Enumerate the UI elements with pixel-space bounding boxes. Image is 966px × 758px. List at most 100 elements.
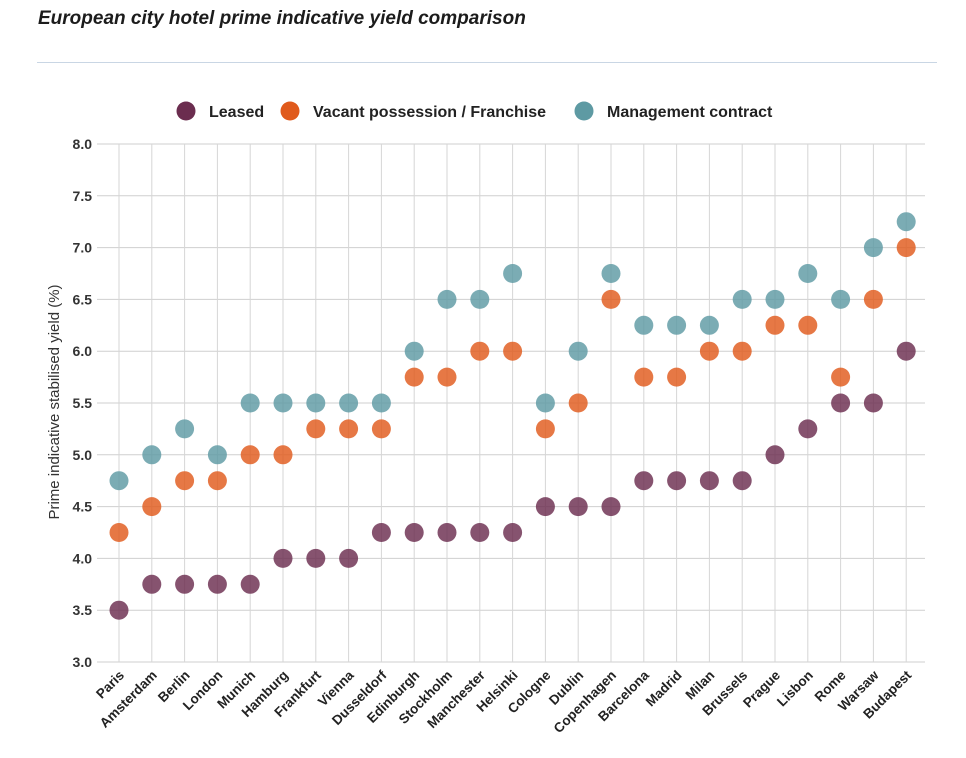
point-management-contract xyxy=(207,445,227,465)
point-leased xyxy=(831,393,851,413)
point-management-contract xyxy=(339,393,359,413)
point-leased xyxy=(470,523,490,542)
legend-marker xyxy=(176,101,196,121)
y-tick-label: 3.0 xyxy=(73,654,93,670)
point-management-contract xyxy=(699,315,719,335)
legend-label: Vacant possession / Franchise xyxy=(313,104,546,121)
point-management-contract xyxy=(175,419,195,439)
y-tick-label: 6.5 xyxy=(73,291,93,307)
legend: Leased Vacant possession / Franchise Manag… xyxy=(176,101,773,121)
y-tick-label: 4.5 xyxy=(73,499,93,515)
point-vacant-possession-franchise xyxy=(732,341,752,361)
point-vacant-possession-franchise xyxy=(240,445,260,465)
point-management-contract xyxy=(109,471,129,491)
data-points xyxy=(109,212,916,620)
y-tick-label: 5.5 xyxy=(73,395,93,411)
point-vacant-possession-franchise xyxy=(404,367,424,387)
point-management-contract xyxy=(503,264,523,283)
point-leased xyxy=(798,419,818,439)
point-management-contract xyxy=(371,393,391,413)
y-tick-label: 5.0 xyxy=(73,447,93,463)
point-vacant-possession-franchise xyxy=(535,419,555,439)
point-leased xyxy=(732,471,752,491)
y-tick-label: 4.0 xyxy=(73,550,93,566)
point-vacant-possession-franchise xyxy=(667,367,687,387)
point-vacant-possession-franchise xyxy=(109,523,129,542)
point-leased xyxy=(863,393,883,413)
point-management-contract xyxy=(470,289,490,309)
point-leased xyxy=(634,471,654,491)
point-leased xyxy=(142,574,162,594)
point-management-contract xyxy=(240,393,260,413)
point-vacant-possession-franchise xyxy=(470,341,490,361)
point-management-contract xyxy=(273,393,293,413)
point-vacant-possession-franchise xyxy=(175,471,195,491)
chart-title: European city hotel prime indicative yie… xyxy=(38,8,526,29)
y-tick-label: 7.5 xyxy=(73,188,93,204)
x-tick-label: Prague xyxy=(740,667,783,710)
y-axis-ticks: 3.0 3.5 4.0 4.5 5.0 5.5 6.0 6.5 7.0 7.5 8.0 xyxy=(73,136,93,670)
legend-marker xyxy=(574,101,594,121)
point-vacant-possession-franchise xyxy=(207,471,227,491)
point-leased xyxy=(109,600,129,620)
point-leased xyxy=(404,523,424,542)
point-leased xyxy=(371,523,391,542)
point-management-contract xyxy=(667,315,687,335)
x-tick-label: Madrid xyxy=(643,668,685,710)
point-management-contract xyxy=(535,393,555,413)
point-vacant-possession-franchise xyxy=(798,315,818,335)
point-leased xyxy=(503,523,523,542)
point-vacant-possession-franchise xyxy=(142,497,162,517)
title-divider xyxy=(37,62,937,63)
point-management-contract xyxy=(831,289,851,309)
point-leased xyxy=(601,497,621,517)
legend-label: Management contract xyxy=(607,104,773,121)
y-tick-label: 8.0 xyxy=(73,136,93,152)
point-leased xyxy=(339,548,359,568)
point-leased xyxy=(437,523,457,542)
point-management-contract xyxy=(634,315,654,335)
point-leased xyxy=(240,574,260,594)
point-leased xyxy=(535,497,555,517)
point-vacant-possession-franchise xyxy=(699,341,719,361)
point-management-contract xyxy=(765,289,785,309)
point-vacant-possession-franchise xyxy=(765,315,785,335)
point-leased xyxy=(306,548,326,568)
point-leased xyxy=(896,341,916,361)
legend-label: Leased xyxy=(209,104,264,121)
point-vacant-possession-franchise xyxy=(306,419,326,439)
point-leased xyxy=(568,497,588,517)
point-vacant-possession-franchise xyxy=(568,393,588,413)
point-vacant-possession-franchise xyxy=(831,367,851,387)
point-leased xyxy=(765,445,785,465)
x-axis-ticks: ParisAmsterdamBerlinLondonMunichHamburgF… xyxy=(93,667,915,736)
y-tick-label: 6.0 xyxy=(73,343,93,359)
point-vacant-possession-franchise xyxy=(503,341,523,361)
point-leased xyxy=(699,471,719,491)
point-vacant-possession-franchise xyxy=(437,367,457,387)
y-axis-label: Prime indicative stabilised yield (%) xyxy=(46,284,63,519)
y-tick-label: 7.0 xyxy=(73,240,93,256)
point-vacant-possession-franchise xyxy=(601,289,621,309)
point-management-contract xyxy=(306,393,326,413)
point-management-contract xyxy=(863,238,883,258)
point-management-contract xyxy=(896,212,916,232)
legend-marker xyxy=(280,101,300,121)
grid-lines xyxy=(97,143,925,663)
point-management-contract xyxy=(142,445,162,465)
point-vacant-possession-franchise xyxy=(896,238,916,258)
point-vacant-possession-franchise xyxy=(634,367,654,387)
point-management-contract xyxy=(568,341,588,361)
x-tick-label: Lisbon xyxy=(774,668,816,710)
point-management-contract xyxy=(437,289,457,309)
point-management-contract xyxy=(798,264,818,283)
point-management-contract xyxy=(732,289,752,309)
point-leased xyxy=(667,471,687,491)
point-management-contract xyxy=(404,341,424,361)
y-tick-label: 3.5 xyxy=(73,602,93,618)
point-leased xyxy=(273,548,293,568)
point-vacant-possession-franchise xyxy=(273,445,293,465)
point-leased xyxy=(175,574,195,594)
point-vacant-possession-franchise xyxy=(339,419,359,439)
